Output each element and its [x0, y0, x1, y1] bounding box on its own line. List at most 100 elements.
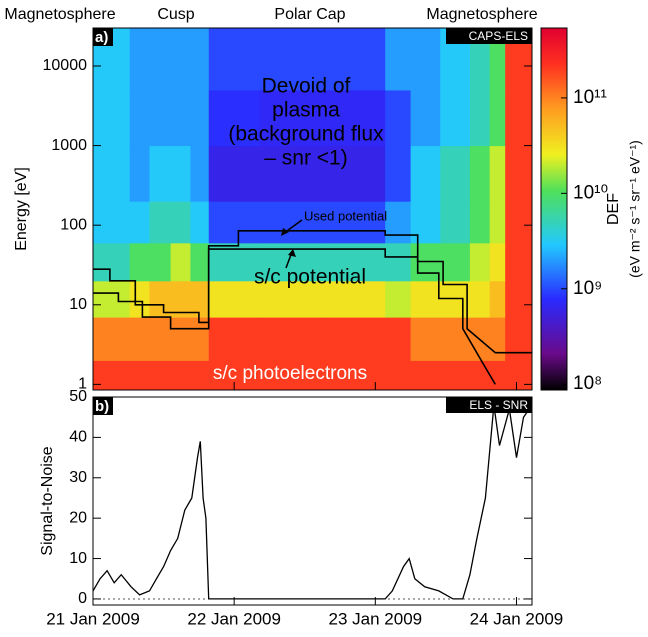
annotation: s/c photoelectrons [213, 363, 367, 384]
heatmap-cell [440, 89, 471, 147]
heatmap-cell [385, 280, 412, 318]
heatmap-cell [259, 89, 321, 147]
heatmap-cell [385, 89, 412, 147]
colorbar-label: DEF [605, 193, 622, 225]
data-line [93, 248, 496, 385]
region-label: Magnetosphere [4, 6, 115, 23]
x-tick-label: 21 Jan 2009 [46, 609, 140, 628]
heatmap-cell [149, 317, 172, 361]
heatmap-cell [109, 280, 131, 318]
heatmap-cell [109, 242, 131, 282]
heatmap-cell [208, 145, 261, 202]
heatmap-cell [208, 317, 261, 361]
heatmap-cell [190, 242, 210, 282]
colorbar [540, 27, 568, 391]
heatmap-cell [149, 89, 172, 147]
heatmap-cell [410, 280, 441, 318]
y-axis-label: Signal-to-Noise [39, 446, 56, 555]
heatmap-cell [489, 317, 506, 361]
heatmap-cell [489, 201, 506, 244]
heatmap-cell [385, 145, 412, 202]
heatmap-cell [320, 28, 386, 91]
annotation: (background flux [228, 123, 384, 146]
y-tick-label: 100 [60, 216, 87, 233]
data-line [93, 230, 532, 354]
heatmap-cell [190, 28, 210, 91]
heatmap-cell [170, 89, 191, 147]
heatmap-cell [385, 317, 412, 361]
heatmap-cell [149, 145, 172, 202]
heatmap-cell [320, 201, 386, 244]
heatmap-cell [109, 89, 131, 147]
heatmap-cell [385, 242, 412, 282]
colorbar-tick-label: 10¹¹ [573, 87, 607, 108]
y-tick-label: 20 [69, 509, 87, 526]
heatmap-cell [469, 360, 491, 391]
heatmap-cell [410, 317, 441, 361]
heatmap-cell [489, 89, 506, 147]
heatmap-cell [208, 201, 261, 244]
heatmap-cell [170, 28, 191, 91]
heatmap-cell [505, 89, 533, 147]
heatmap-cell [410, 89, 441, 147]
heatmap-cell [93, 317, 111, 361]
heatmap-cell [320, 280, 386, 318]
heatmap-cell [190, 89, 210, 147]
region-label: Cusp [157, 6, 194, 23]
heatmap-cell [505, 317, 533, 361]
y-tick-label: 10000 [43, 57, 88, 74]
heatmap-cell [149, 242, 172, 282]
heatmap-cell [320, 360, 386, 391]
heatmap-cell [320, 145, 386, 202]
heatmap-cell [149, 360, 172, 391]
heatmap-cell [208, 28, 261, 91]
heatmap-cell [385, 201, 412, 244]
heatmap-cell [149, 280, 172, 318]
heatmap-cell [505, 201, 533, 244]
arrow-head [281, 228, 289, 236]
colorbar-tick-label: 10⁸ [573, 373, 602, 394]
heatmap-cell [469, 242, 491, 282]
y-tick-label: 10 [69, 296, 87, 313]
heatmap-cell [410, 145, 441, 202]
y-tick-label: 1000 [51, 137, 87, 154]
heatmap-cell [259, 145, 321, 202]
heatmap-cell [440, 145, 471, 202]
heatmap-cell [259, 201, 321, 244]
heatmap-cell [489, 242, 506, 282]
x-tick-label: 24 Jan 2009 [470, 609, 564, 628]
instrument-label-box [446, 397, 532, 413]
y-tick-label: 0 [78, 590, 87, 607]
colorbar-units: (eV m⁻² s⁻¹ sr⁻¹ eV⁻¹) [627, 140, 643, 278]
heatmap-cell [410, 28, 441, 91]
heatmap-cell [93, 280, 111, 318]
heatmap-cell [489, 145, 506, 202]
heatmap-cell [129, 242, 150, 282]
heatmap-cell [190, 280, 210, 318]
series-label: s/c potential [254, 266, 366, 289]
heatmap-cell [208, 280, 261, 318]
heatmap-cell [109, 201, 131, 244]
heatmap-cell [170, 317, 191, 361]
heatmap-cell [93, 145, 111, 202]
panel-label-box [93, 28, 113, 46]
heatmap-cell [93, 242, 111, 282]
heatmap-cell [505, 360, 533, 391]
y-tick-label: 30 [69, 469, 87, 486]
y-tick-label: 10 [69, 550, 87, 567]
heatmap-cell [505, 145, 533, 202]
heatmap-cell [109, 360, 131, 391]
heatmap-cell [440, 242, 471, 282]
heatmap-cell [149, 201, 172, 244]
instrument-label: ELS - SNR [469, 398, 528, 412]
heatmap-cell [259, 317, 321, 361]
heatmap-cell [190, 317, 210, 361]
heatmap-cell [469, 201, 491, 244]
instrument-label-box [446, 28, 532, 44]
series-label: Used potential [304, 208, 387, 223]
heatmap-cell [489, 360, 506, 391]
heatmap-cell [505, 242, 533, 282]
heatmap-cell [93, 201, 111, 244]
